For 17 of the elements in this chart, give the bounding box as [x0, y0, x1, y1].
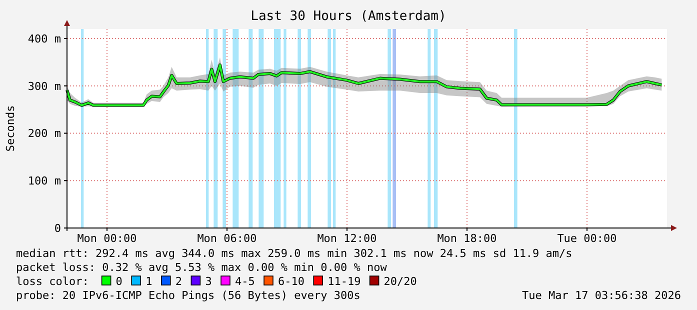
x-tick-label: Mon 00:00 [77, 232, 137, 245]
x-tick-label: Mon 06:00 [197, 232, 257, 245]
text: Tue Mar 17 03:56:38 2026 [522, 289, 681, 302]
text: median rtt: 292.4 ms avg 344.0 ms max 259.0 ms min 302.1 ms now 24.5 ms sd 11.9 am/s [16, 247, 572, 260]
chart-title: Last 30 Hours (Amsterdam) [250, 9, 446, 24]
text: loss color: 0 1 2 3 4-5 6-10 11-19 20/20 [16, 275, 417, 288]
y-axis-title: Seconds [4, 105, 17, 152]
text: packet loss: 0.32 % avg 5.53 % max 0.00 % min 0.00 % now [16, 261, 388, 274]
text: probe: 20 IPv6-ICMP Echo Pings (56 Bytes) every 300s [16, 289, 360, 302]
y-tick-label: 0 [54, 222, 61, 235]
x-tick-label: Mon 12:00 [317, 232, 377, 245]
y-tick-label: 300 m [28, 80, 62, 93]
x-tick-label: Mon 18:00 [437, 232, 497, 245]
y-tick-label: 100 m [28, 174, 62, 188]
y-tick-label: 200 m [28, 127, 62, 140]
y-tick-label: 400 m [28, 32, 62, 46]
x-tick-label: Tue 00:00 [557, 232, 617, 245]
